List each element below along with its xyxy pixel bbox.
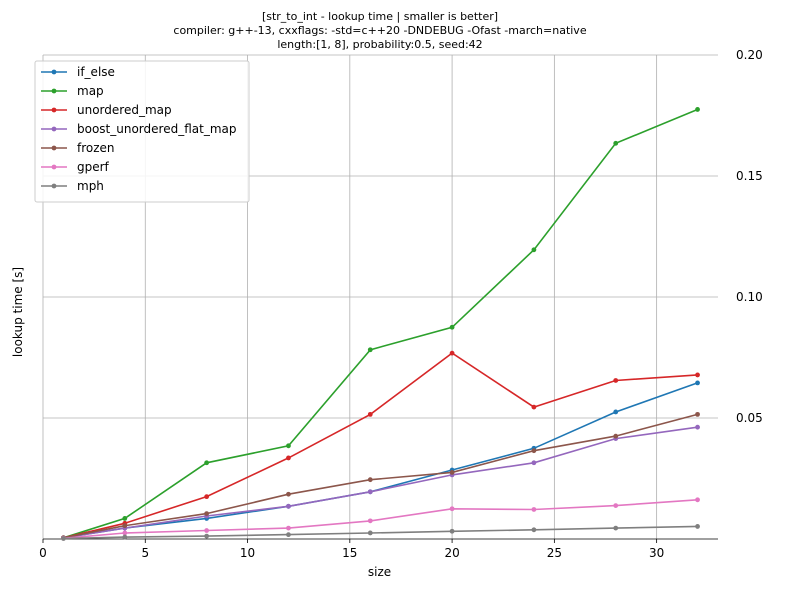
data-point-map-8 [695,107,700,112]
x-tick-label-1: 5 [141,546,149,560]
data-point-frozen-7 [613,433,619,439]
data-point-gperf-3 [286,525,291,531]
y-axis-ticks: 0.05 0.10 0.15 0.20 [736,48,763,425]
data-point-unordered-map-3 [286,455,291,461]
data-point-if-else-8 [695,380,700,386]
data-point-frozen-3 [286,491,291,497]
data-point-boost-unordered-flat-map-6 [531,460,537,466]
series-boost-unordered-flat-map [61,424,700,541]
data-point-unordered-map-4 [367,411,373,417]
series-unordered-map [61,350,700,541]
data-point-mph-5 [449,528,455,534]
legend-item-frozen: frozen [41,141,115,155]
series-map [61,107,700,541]
data-point-map-1 [122,516,128,521]
x-tick-label-4: 20 [444,546,459,560]
series-frozen [61,411,700,541]
data-point-mph-2 [204,533,210,539]
series [61,107,700,541]
y-tick-label-1: 0.10 [736,290,763,304]
y-tick-label-0: 0.05 [736,411,763,425]
data-point-gperf-2 [204,528,210,533]
data-point-mph-8 [695,524,700,529]
x-tick-label-0: 0 [39,546,47,560]
chart-title: [str_to_int - lookup time | smaller is b… [173,10,586,51]
data-point-gperf-5 [449,506,455,512]
data-point-boost-unordered-flat-map-4 [367,489,373,495]
data-point-boost-unordered-flat-map-8 [695,424,700,430]
data-point-unordered-map-5 [449,350,455,356]
data-point-map-7 [613,140,619,146]
legend-label-boost-unordered-flat-map: boost_unordered_flat_map [77,122,236,136]
legend-marker-frozen [51,145,57,151]
data-point-frozen-8 [695,411,700,417]
data-point-frozen-6 [531,448,537,454]
legend-label-map: map [77,84,104,98]
y-tick-label-2: 0.15 [736,169,763,183]
legend-box [34,60,250,203]
x-tick-label-2: 10 [240,546,255,560]
y-tick-label-3: 0.20 [736,48,763,62]
data-point-unordered-map-6 [531,404,537,410]
legend-label-if-else: if_else [77,65,115,79]
data-point-map-6 [531,247,537,253]
data-point-mph-0 [61,536,66,541]
data-point-boost-unordered-flat-map-3 [286,503,291,509]
legend-label-mph: mph [77,179,104,193]
data-point-mph-1 [122,534,128,540]
legend-item-map: map [41,84,104,98]
legend-label-gperf: gperf [77,160,110,174]
data-point-mph-7 [613,525,619,531]
legend-item-gperf: gperf [41,160,110,174]
x-axis-ticks: 0 5 10 15 20 25 30 [39,539,664,560]
data-point-unordered-map-7 [613,378,619,383]
legend-label-unordered-map: unordered_map [77,103,172,117]
data-point-frozen-2 [204,511,210,516]
legend-marker-map [51,88,57,94]
data-point-gperf-1 [122,530,128,536]
data-point-unordered-map-2 [204,494,210,500]
x-tick-label-3: 15 [342,546,357,560]
data-point-frozen-4 [367,477,373,483]
series-if-else [61,380,700,541]
legend-marker-gperf [51,164,57,170]
data-point-mph-4 [367,530,373,536]
title-line-1: [str_to_int - lookup time | smaller is b… [262,10,498,23]
data-point-mph-3 [286,532,291,538]
data-point-gperf-7 [613,503,619,509]
legend-marker-boost-unordered-flat-map [51,126,57,132]
y-axis-label: lookup time [s] [11,267,25,357]
data-point-gperf-6 [531,507,537,512]
legend-marker-mph [51,183,57,189]
x-tick-label-5: 25 [547,546,562,560]
data-point-mph-6 [531,527,537,533]
data-point-map-5 [449,324,455,330]
data-point-map-3 [286,443,291,449]
legend-item-mph: mph [41,179,104,193]
legend-item-unordered-map: unordered_map [41,103,172,117]
series-mph [61,524,700,541]
data-point-unordered-map-8 [695,372,700,378]
data-point-gperf-8 [695,497,700,503]
data-point-frozen-1 [122,523,128,529]
legend-item-boost-unordered-flat-map: boost_unordered_flat_map [41,122,236,136]
legend-label-frozen: frozen [77,141,115,155]
title-line-3: length:[1, 8], probability:0.5, seed:42 [277,38,482,51]
data-point-frozen-5 [449,470,455,475]
x-tick-label-6: 30 [649,546,664,560]
legend-marker-unordered-map [51,107,57,113]
legend-marker-if-else [51,69,57,75]
legend-item-if-else: if_else [41,65,115,79]
data-point-gperf-4 [367,518,373,524]
series-line-unordered-map [63,352,698,539]
data-point-if-else-7 [613,409,619,415]
data-point-map-2 [204,460,210,466]
x-axis-label: size [368,565,391,579]
series-gperf [61,497,700,541]
title-line-2: compiler: g++-13, cxxflags: -std=c++20 -… [173,24,586,37]
data-point-map-4 [367,347,373,353]
